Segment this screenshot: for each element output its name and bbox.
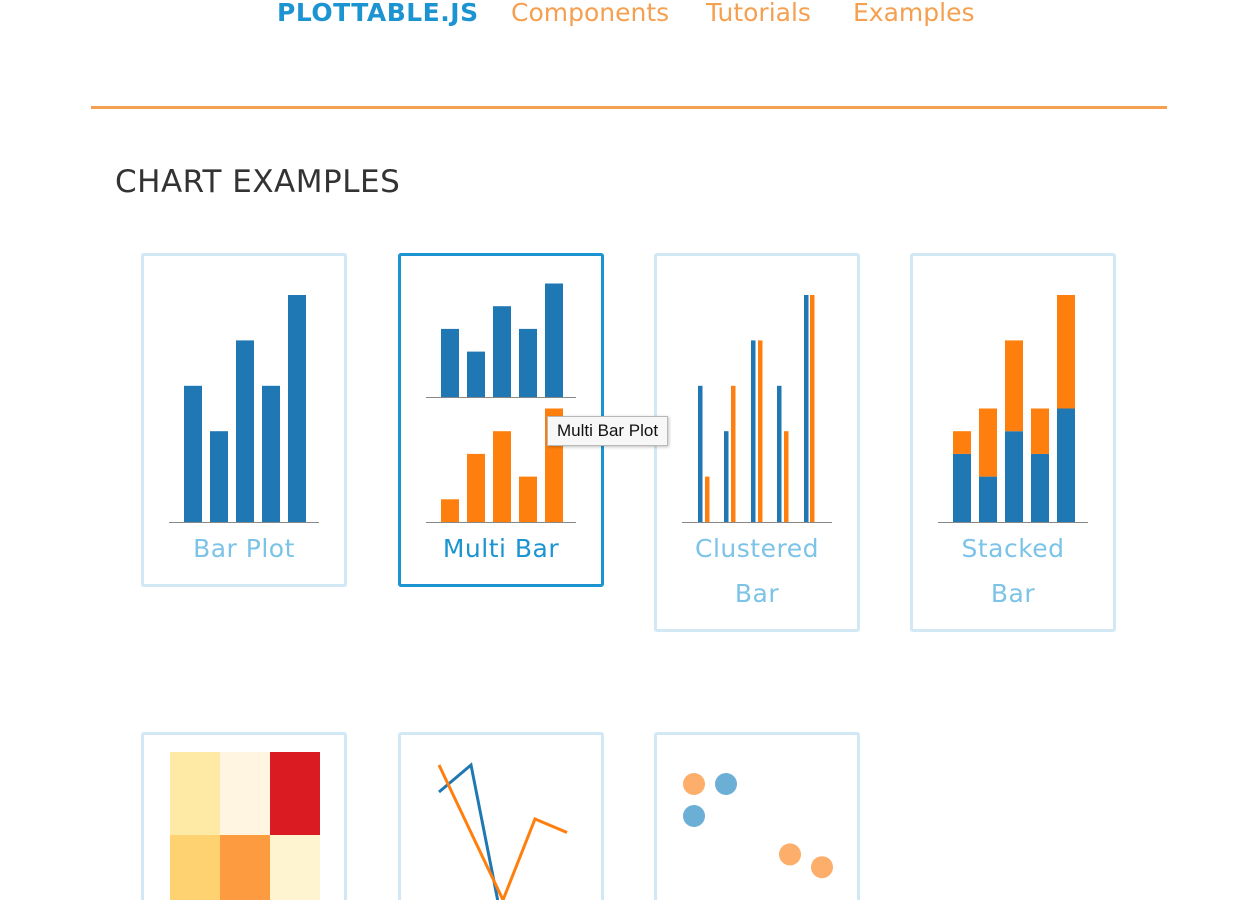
bar-orange — [784, 431, 789, 522]
heatmap-cell — [170, 835, 220, 900]
line-thumbnail — [437, 762, 568, 900]
multi-bar-thumbnail — [426, 283, 576, 523]
bar-blue-segment — [1057, 408, 1075, 522]
example-card-bar-plot[interactable]: Bar Plot — [141, 253, 347, 587]
bar-bottom — [467, 453, 485, 522]
nav-link-components[interactable]: Components — [511, 0, 670, 27]
line-series — [437, 764, 568, 900]
bar-top — [441, 328, 459, 397]
bar — [184, 385, 202, 522]
bar — [288, 295, 306, 522]
bar-blue-segment — [979, 476, 997, 522]
bar-top — [545, 283, 563, 397]
bar-blue — [777, 385, 782, 522]
bar-top — [493, 306, 511, 397]
example-card-stacked-bar[interactable]: Stacked Bar — [910, 253, 1116, 632]
bar-orange-segment — [1005, 340, 1023, 432]
card-label-line-1: Clustered — [695, 534, 819, 563]
stacked-bar-thumbnail — [938, 295, 1088, 523]
nav-link-tutorials[interactable]: Tutorials — [706, 0, 811, 27]
example-card-heatmap[interactable] — [141, 732, 347, 900]
heatmap-cell — [270, 752, 320, 835]
section-title: CHART EXAMPLES — [115, 164, 401, 200]
scatter-point — [779, 843, 801, 866]
scatter-point — [683, 805, 705, 827]
header-divider — [91, 106, 1167, 109]
brand-link[interactable]: PLOTTABLE.JS — [277, 0, 479, 27]
example-card-scatter[interactable] — [654, 732, 860, 900]
card-label-line-2: Bar — [734, 579, 780, 608]
card-label: Bar Plot — [193, 534, 295, 563]
heatmap-cell — [170, 752, 220, 835]
bar-orange-segment — [1057, 295, 1075, 409]
tooltip: Multi Bar Plot — [547, 416, 669, 446]
scatter-point — [811, 856, 833, 879]
bar-bottom — [493, 431, 511, 522]
bar-blue-segment — [1031, 453, 1049, 522]
heatmap-cell — [220, 752, 270, 835]
bar-plot-thumbnail — [169, 295, 319, 523]
bar-orange — [705, 476, 710, 522]
bar-blue — [751, 340, 756, 522]
example-card-line[interactable] — [398, 732, 604, 900]
bar-orange-segment — [1031, 408, 1049, 454]
bar-orange-segment — [979, 408, 997, 477]
scatter-point — [683, 773, 705, 795]
card-label: Multi Bar — [442, 534, 560, 563]
scatter-point — [715, 773, 737, 795]
bar — [236, 340, 254, 522]
heatmap-thumbnail — [170, 752, 320, 900]
bar-top — [519, 328, 537, 397]
heatmap-cell — [220, 835, 270, 900]
bar-blue-segment — [1005, 431, 1023, 522]
bar — [210, 431, 228, 522]
card-label-line-2: Bar — [990, 579, 1036, 608]
bar-blue — [724, 431, 729, 522]
bar-orange — [758, 340, 763, 522]
scatter-thumbnail — [683, 773, 833, 879]
bar-bottom — [441, 499, 459, 522]
bar-top — [467, 351, 485, 397]
nav-link-examples[interactable]: Examples — [853, 0, 975, 27]
top-nav: PLOTTABLE.JS Components Tutorials Exampl… — [0, 0, 1233, 30]
card-label-line-1: Stacked — [961, 534, 1065, 563]
bar-blue — [804, 295, 809, 522]
heatmap-cell — [270, 835, 320, 900]
bar-orange — [731, 385, 736, 522]
line-series — [438, 762, 500, 900]
example-card-multi-bar[interactable]: Multi Bar — [398, 253, 604, 587]
bar — [262, 385, 280, 522]
bar-blue-segment — [953, 453, 971, 522]
clustered-bar-thumbnail — [682, 295, 832, 523]
bar-orange-segment — [953, 431, 971, 454]
bar-blue — [698, 385, 703, 522]
bar-orange — [810, 295, 815, 522]
bar-bottom — [519, 476, 537, 522]
example-card-clustered-bar[interactable]: Clustered Bar — [654, 253, 860, 632]
